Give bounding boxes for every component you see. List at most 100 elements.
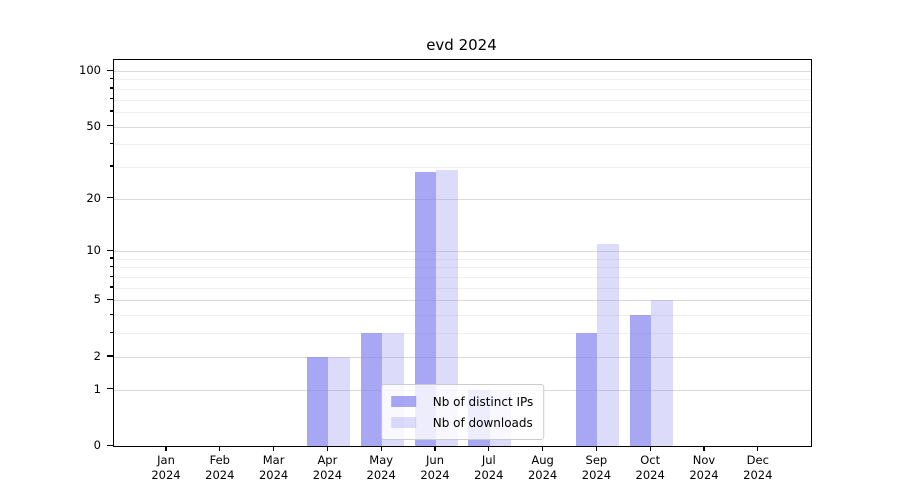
x-tick-label-feb: Feb 2024 — [188, 453, 252, 483]
y-tick-label: 2 — [93, 348, 101, 363]
x-tick-label-mar: Mar 2024 — [242, 453, 306, 483]
x-tick-month: Apr — [317, 453, 338, 467]
x-tick — [434, 446, 436, 452]
y-tick — [107, 197, 113, 199]
x-tick — [165, 446, 167, 452]
y-tick-label: 5 — [93, 292, 101, 307]
legend-label-distinct-ips: Nb of distinct IPs — [432, 394, 534, 409]
bar-downloads-oct — [651, 300, 673, 446]
x-tick-month: Feb — [209, 453, 230, 467]
y-tick — [107, 444, 113, 446]
grid-line-major — [114, 356, 811, 358]
x-tick — [757, 446, 759, 452]
y-tick-label: 100 — [79, 63, 101, 77]
grid-line-minor — [114, 287, 811, 289]
grid-line-minor — [114, 166, 811, 168]
x-tick — [488, 446, 490, 452]
y-minor-tick — [109, 257, 113, 259]
y-minor-tick — [109, 110, 113, 112]
bar-downloads-apr — [328, 356, 350, 446]
grid-line-minor — [114, 79, 811, 81]
legend-swatch-downloads — [390, 417, 416, 428]
x-tick-year: 2024 — [689, 468, 719, 482]
y-tick — [107, 69, 113, 71]
x-tick — [542, 446, 544, 452]
x-tick-month: Jul — [481, 453, 496, 467]
y-minor-tick — [109, 331, 113, 334]
x-tick-month: Oct — [640, 453, 661, 467]
bar-downloads-jun — [436, 169, 458, 446]
legend: Nb of distinct IPs Nb of downloads — [380, 384, 545, 440]
x-tick-year: 2024 — [581, 468, 612, 482]
x-tick-year: 2024 — [635, 468, 665, 482]
legend-item-distinct-ips: Nb of distinct IPs — [390, 391, 534, 412]
grid-line-minor — [114, 267, 811, 269]
x-tick-label-dec: Dec 2024 — [726, 453, 790, 483]
grid-line-minor — [114, 111, 811, 113]
x-tick-month: Sep — [585, 453, 608, 467]
y-minor-tick — [109, 313, 113, 316]
y-tick-label: 1 — [93, 381, 101, 396]
bar-distinct-ips-sep — [575, 333, 598, 446]
x-tick-month: Jun — [426, 453, 444, 467]
y-tick-label: 20 — [86, 190, 101, 205]
y-minor-tick — [109, 87, 113, 89]
x-tick-label-nov: Nov 2024 — [672, 453, 736, 483]
bar-distinct-ips-may — [360, 333, 383, 446]
x-tick-year: 2024 — [258, 468, 289, 482]
y-tick — [107, 249, 113, 251]
x-tick-month: Mar — [262, 453, 285, 467]
x-tick-year: 2024 — [420, 468, 450, 482]
y-minor-tick — [109, 165, 113, 167]
x-tick-label-apr: Apr 2024 — [295, 453, 359, 483]
legend-label-downloads: Nb of downloads — [432, 415, 533, 430]
x-tick — [219, 446, 221, 452]
bar-distinct-ips-oct — [629, 315, 652, 446]
plot-area: Nb of distinct IPs Nb of downloads — [113, 59, 812, 447]
y-tick — [107, 388, 113, 390]
x-tick-year: 2024 — [474, 468, 504, 482]
grid-line-minor — [114, 277, 811, 279]
x-tick-year: 2024 — [205, 468, 235, 482]
x-tick-label-aug: Aug 2024 — [511, 453, 575, 483]
grid-line-minor — [114, 144, 811, 146]
x-tick — [703, 446, 705, 452]
x-tick-month: Jan — [157, 453, 175, 467]
grid-line-minor — [114, 258, 811, 260]
chart-title: evd 2024 — [426, 36, 497, 54]
x-tick — [380, 446, 382, 452]
x-tick-month: Aug — [531, 453, 554, 467]
x-tick — [326, 446, 329, 452]
x-tick — [595, 446, 598, 452]
legend-item-downloads: Nb of downloads — [390, 412, 534, 433]
y-tick — [107, 355, 113, 357]
bar-distinct-ips-apr — [306, 356, 329, 446]
y-minor-tick — [109, 98, 113, 100]
y-minor-tick — [109, 286, 113, 288]
x-tick-year: 2024 — [312, 468, 343, 482]
x-tick-year: 2024 — [743, 468, 773, 482]
y-minor-tick — [109, 142, 113, 145]
y-minor-tick — [109, 265, 113, 268]
y-tick-label: 10 — [86, 243, 101, 258]
grid-line-minor — [114, 99, 811, 101]
grid-line-major — [114, 71, 811, 72]
grid-line-major — [114, 300, 811, 302]
grid-line-minor — [114, 315, 811, 317]
y-tick-label: 50 — [86, 118, 101, 133]
bar-downloads-sep — [597, 244, 619, 446]
x-tick-year: 2024 — [151, 468, 181, 482]
x-tick — [649, 446, 651, 452]
x-tick-label-jun: Jun 2024 — [403, 453, 467, 483]
grid-line-minor — [114, 88, 811, 90]
x-tick-label-sep: Sep 2024 — [564, 453, 628, 483]
x-tick-month: Dec — [746, 453, 769, 467]
y-minor-tick — [109, 275, 113, 277]
grid-line-major — [114, 126, 811, 128]
grid-line-major — [114, 198, 811, 200]
x-tick-month: May — [369, 453, 394, 467]
y-tick — [107, 298, 113, 301]
x-tick-label-jul: Jul 2024 — [457, 453, 521, 483]
x-tick-label-oct: Oct 2024 — [618, 453, 682, 483]
